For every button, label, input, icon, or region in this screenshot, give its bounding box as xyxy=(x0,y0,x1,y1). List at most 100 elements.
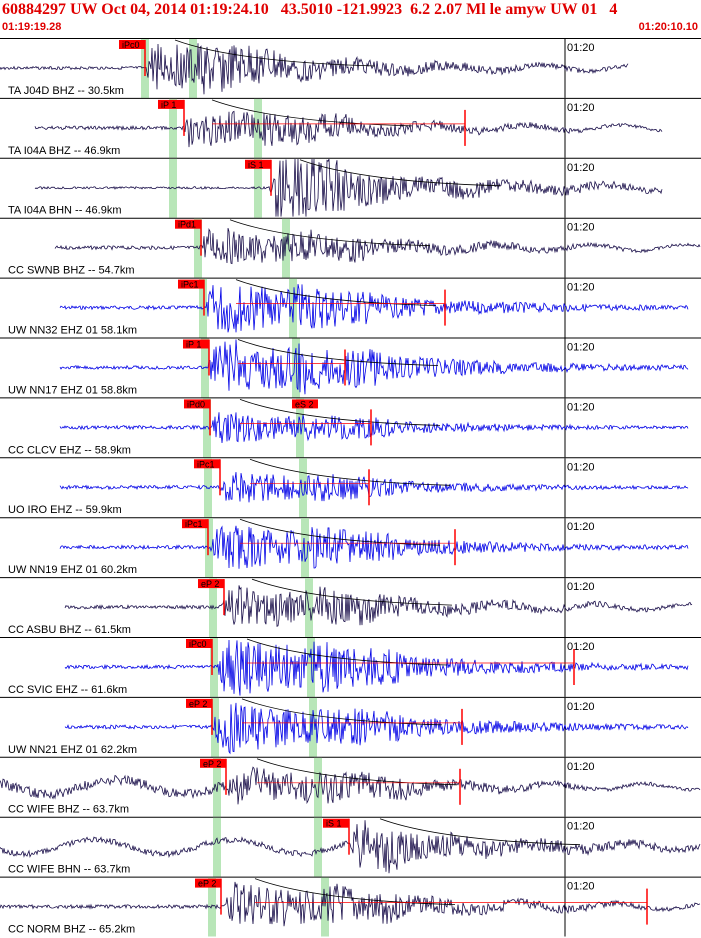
trace-panel-12[interactable]: 01:20 eP 2 CC WIFE BHZ -- 63.7km xyxy=(0,756,701,817)
phase-pick-tag[interactable] xyxy=(245,159,271,169)
travel-time-curve xyxy=(229,219,431,247)
event-header: 60884297 UW Oct 04, 2014 01:19:24.10 43.… xyxy=(0,0,701,38)
travel-time-curve xyxy=(299,159,501,187)
s-phase-band xyxy=(254,98,262,158)
station-label: CC SVIC EHZ -- 61.6km xyxy=(8,684,127,696)
waveform xyxy=(59,472,689,503)
phase-pick-tag[interactable] xyxy=(158,99,184,109)
s-phase-band xyxy=(292,338,300,398)
phase-pick-label: iPc0 xyxy=(189,639,207,649)
phase-pick-label: iS 1 xyxy=(248,160,264,170)
phase-pick-tag[interactable] xyxy=(198,579,224,589)
trace-panel-13[interactable]: 01:20 iS 1 CC WIFE BHN -- 63.7km xyxy=(0,816,701,877)
phase-pick-tag[interactable] xyxy=(175,219,201,229)
station-label: CC NORM BHZ -- 65.2km xyxy=(8,924,135,936)
trace-panel-9[interactable]: 01:20 eP 2 CC ASBU BHZ -- 61.5km xyxy=(0,577,701,637)
phase-pick-tag[interactable] xyxy=(323,818,349,828)
minute-tick-label: 01:20 xyxy=(567,222,595,234)
trace-panel-2[interactable]: 01:20 iS 1 TA I04A BHN -- 46.9km xyxy=(0,157,701,218)
travel-time-curve xyxy=(237,339,439,366)
waveform xyxy=(59,339,689,395)
travel-time-curve xyxy=(239,518,441,546)
p-phase-band xyxy=(213,757,221,817)
secondary-pick-label: eS 2 xyxy=(295,399,314,409)
phase-pick-label: eP 2 xyxy=(198,879,216,889)
event-title: 60884297 UW Oct 04, 2014 01:19:24.10 43.… xyxy=(2,1,618,18)
station-label: CC WIFE BHZ -- 63.7km xyxy=(8,804,129,816)
trace-panel-14[interactable]: 01:20 eP 2 CC NORM BHZ -- 65.2km xyxy=(0,876,701,937)
phase-pick-label: iPc1 xyxy=(185,519,203,529)
phase-pick-label: iP 1 xyxy=(186,340,201,350)
p-phase-band xyxy=(169,158,177,218)
station-label: CC WIFE BHN -- 63.7km xyxy=(8,864,130,876)
phase-pick-label: iPc1 xyxy=(181,280,199,290)
station-label: UW NN19 EHZ 01 60.2km xyxy=(8,564,137,576)
waveform xyxy=(54,227,701,265)
waveform xyxy=(64,585,693,627)
travel-time-curve xyxy=(241,698,443,726)
minute-tick-label: 01:20 xyxy=(567,401,595,413)
minute-tick-label: 01:20 xyxy=(567,102,595,114)
minute-tick-label: 01:20 xyxy=(567,461,595,473)
travel-time-curve xyxy=(256,758,458,786)
trace-panel-4[interactable]: 01:20 iPc1 UW NN32 EHZ 01 58.1km xyxy=(0,277,701,338)
station-label: UO IRO EHZ -- 59.9km xyxy=(8,504,122,516)
trace-panel-0[interactable]: 01:20 iPc0 TA J04D BHZ -- 30.5km xyxy=(0,38,701,98)
phase-pick-tag[interactable] xyxy=(186,698,212,708)
start-time: 01:19:19.28 xyxy=(2,21,62,33)
travel-time-curve xyxy=(249,458,451,486)
waveform xyxy=(34,110,663,148)
s-phase-band xyxy=(301,518,309,578)
waveform xyxy=(59,284,689,333)
trace-panel-10[interactable]: 01:20 iPc0 CC SVIC EHZ -- 61.6km xyxy=(0,637,701,697)
phase-pick-tag[interactable] xyxy=(184,399,210,409)
phase-pick-tag[interactable] xyxy=(194,459,220,469)
travel-time-curve xyxy=(379,818,581,846)
travel-time-curve xyxy=(235,279,437,306)
phase-pick-tag[interactable] xyxy=(183,339,209,349)
phase-pick-tag[interactable] xyxy=(182,519,208,529)
travel-time-curve xyxy=(254,878,456,905)
travel-time-curve xyxy=(211,99,413,127)
trace-panel-11[interactable]: 01:20 eP 2 UW NN21 EHZ 01 62.2km xyxy=(0,696,701,757)
trace-panel-5[interactable]: 01:20 iP 1 UW NN17 EHZ 01 58.8km xyxy=(0,337,701,398)
p-phase-band xyxy=(209,578,217,637)
phase-pick-label: iPd1 xyxy=(178,220,196,230)
phase-pick-tag[interactable] xyxy=(186,639,212,648)
station-label: CC ASBU BHZ -- 61.5km xyxy=(8,624,131,636)
minute-tick-label: 01:20 xyxy=(567,881,595,893)
s-phase-band xyxy=(189,39,197,98)
station-label: TA I04A BHN -- 46.9km xyxy=(8,205,122,217)
phase-pick-tag[interactable] xyxy=(119,40,145,49)
trace-panel-6[interactable]: 01:20 iPd0 eS 2 CC CLCV EHZ -- 58.9km xyxy=(0,397,701,458)
minute-tick-label: 01:20 xyxy=(567,162,595,174)
phase-pick-tag[interactable] xyxy=(200,758,226,768)
minute-tick-label: 01:20 xyxy=(567,761,595,773)
end-time: 01:20:10.10 xyxy=(638,21,698,33)
phase-pick-label: iS 1 xyxy=(326,819,342,829)
phase-pick-label: eP 2 xyxy=(189,699,207,709)
secondary-pick-tag[interactable] xyxy=(292,399,318,409)
phase-pick-label: iPc1 xyxy=(197,459,215,469)
station-label: CC SWNB BHZ -- 54.7km xyxy=(8,265,135,277)
waveform xyxy=(0,820,701,874)
p-phase-band xyxy=(205,518,213,578)
waveform xyxy=(59,412,689,444)
p-phase-band xyxy=(208,877,216,937)
trace-panel: 01:20 iPc0 TA J04D BHZ -- 30.5km 01:20 iP 1 T… xyxy=(0,38,701,937)
waveform xyxy=(0,766,701,805)
phase-pick-tag[interactable] xyxy=(195,878,221,888)
trace-panel-1[interactable]: 01:20 iP 1 TA I04A BHZ -- 46.9km xyxy=(0,97,701,158)
minute-tick-label: 01:20 xyxy=(567,342,595,354)
phase-pick-tag[interactable] xyxy=(178,279,204,289)
p-phase-band xyxy=(211,697,219,757)
minute-tick-label: 01:20 xyxy=(567,701,595,713)
minute-tick-label: 01:20 xyxy=(567,42,595,54)
s-phase-band xyxy=(254,158,262,218)
trace-panel-3[interactable]: 01:20 iPd1 CC SWNB BHZ -- 54.7km xyxy=(0,217,701,278)
s-phase-band xyxy=(321,877,329,937)
trace-panel-7[interactable]: 01:20 iPc1 UO IRO EHZ -- 59.9km xyxy=(0,457,701,518)
waveform xyxy=(0,881,701,927)
p-phase-band xyxy=(213,817,221,877)
trace-panel-8[interactable]: 01:20 iPc1 UW NN19 EHZ 01 60.2km xyxy=(0,517,701,578)
